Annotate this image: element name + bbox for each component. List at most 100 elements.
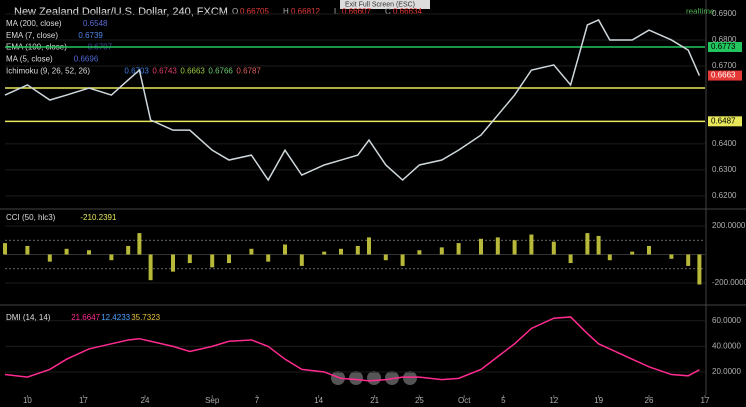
y-tick-label: 0.6400	[712, 139, 737, 148]
bar	[568, 254, 573, 264]
bar	[137, 233, 142, 255]
ohlc-value: 0.66705	[240, 7, 269, 16]
bar	[686, 254, 691, 266]
x-tick-label: 5	[501, 396, 506, 405]
level-tag	[708, 41, 742, 52]
ohlc-value: 0.66607	[342, 7, 371, 16]
ohlc-value: 0.66812	[291, 7, 320, 16]
chart-title: New Zealand Dollar/U.S. Dollar, 240, FXC…	[14, 6, 228, 18]
bar	[187, 254, 192, 264]
bar	[64, 248, 69, 255]
bar	[439, 247, 444, 255]
x-tick-label: 19	[594, 396, 603, 405]
series-line	[4, 316, 700, 382]
last-price-tag	[708, 70, 742, 81]
nav-button[interactable]	[403, 371, 417, 385]
bar	[322, 251, 327, 255]
panel-title: CCI (50, hlc3)	[6, 213, 56, 222]
level-label: 0.6773	[711, 42, 736, 51]
bar	[647, 245, 651, 255]
bar	[596, 235, 601, 255]
indicator-name: EMA (7, close)	[6, 31, 58, 40]
indicator-value: 0.6663	[180, 66, 205, 75]
exit-button-label[interactable]: Exit Full Screen (ESC)	[345, 1, 415, 8]
ohlc-key: C	[385, 7, 391, 16]
exit-button[interactable]	[340, 0, 430, 9]
x-tick-label: 14	[314, 396, 323, 405]
y-tick-label: 0.6800	[712, 35, 737, 44]
nav-button[interactable]	[367, 371, 381, 385]
level-label: 0.6487	[711, 116, 736, 125]
bar	[355, 245, 360, 255]
bar	[210, 254, 215, 268]
bar	[25, 245, 30, 255]
bar	[367, 237, 371, 255]
bar	[87, 250, 91, 255]
ohlc-key: H	[283, 7, 289, 16]
bar	[669, 254, 674, 259]
x-tick-label: 10	[23, 396, 32, 405]
current-value: 35.7323	[131, 313, 160, 322]
indicator-value: 0.6743	[152, 66, 177, 75]
indicator-value: 0.6787	[236, 66, 261, 75]
bar	[400, 254, 405, 266]
status: realtime	[686, 7, 715, 16]
indicator-name: Ichimoku (9, 26, 52, 26)	[6, 66, 90, 75]
x-tick-label: 17	[79, 396, 88, 405]
bar	[630, 251, 635, 255]
bar	[585, 233, 590, 255]
bar	[266, 254, 271, 262]
bar	[697, 254, 702, 285]
current-value: 12.4233	[101, 313, 130, 322]
bar	[512, 240, 517, 255]
nav-button[interactable]	[349, 371, 363, 385]
x-tick-label: 17	[701, 396, 710, 405]
bar	[417, 250, 422, 255]
x-tick-label: 25	[415, 396, 424, 405]
bar	[479, 238, 483, 255]
y-tick-label: 40.0000	[712, 341, 741, 350]
panel-title: DMI (14, 14)	[6, 313, 51, 322]
current-value: 21.6647	[71, 313, 100, 322]
bar	[299, 254, 304, 266]
bar	[3, 243, 7, 255]
series-line	[4, 18, 701, 182]
current-value: -210.2391	[80, 213, 117, 222]
last-price-label: 0.6663	[711, 71, 736, 80]
bar	[551, 241, 556, 255]
ohlc-value: 0.66634	[393, 7, 422, 16]
indicator-value: 0.6703	[124, 66, 149, 75]
bar	[171, 254, 175, 272]
bar	[227, 254, 231, 264]
indicator-value: 0.6739	[78, 31, 103, 40]
y-tick-label: 60.0000	[712, 316, 741, 325]
x-tick-label: 12	[549, 396, 558, 405]
bar	[283, 244, 287, 255]
bar	[456, 243, 461, 255]
x-tick-label: 7	[255, 396, 260, 405]
bar	[148, 254, 153, 281]
bar	[529, 234, 534, 255]
y-tick-label: 0.6200	[712, 191, 737, 200]
y-tick-label: 0.6700	[712, 61, 737, 70]
x-tick-label: 24	[141, 396, 150, 405]
bar	[126, 245, 131, 255]
indicator-name: MA (200, close)	[6, 19, 62, 28]
x-tick-label: 26	[645, 396, 654, 405]
indicator-name: MA (5, close)	[6, 55, 53, 64]
bar	[339, 248, 343, 255]
bar	[109, 254, 114, 261]
bar	[495, 237, 500, 255]
y-tick-label: 20.0000	[712, 367, 741, 376]
indicator-value: 0.6766	[208, 66, 233, 75]
y-tick-label: -200.0000	[712, 278, 746, 287]
bar	[249, 248, 254, 255]
ohlc-key: L	[334, 7, 339, 16]
x-tick-label: Sep	[205, 396, 220, 405]
y-tick-label: 0.6900	[712, 9, 737, 18]
indicator-value: 0.6696	[74, 55, 99, 64]
level-tag	[708, 116, 742, 127]
y-tick-label: 200.0000	[712, 221, 746, 230]
